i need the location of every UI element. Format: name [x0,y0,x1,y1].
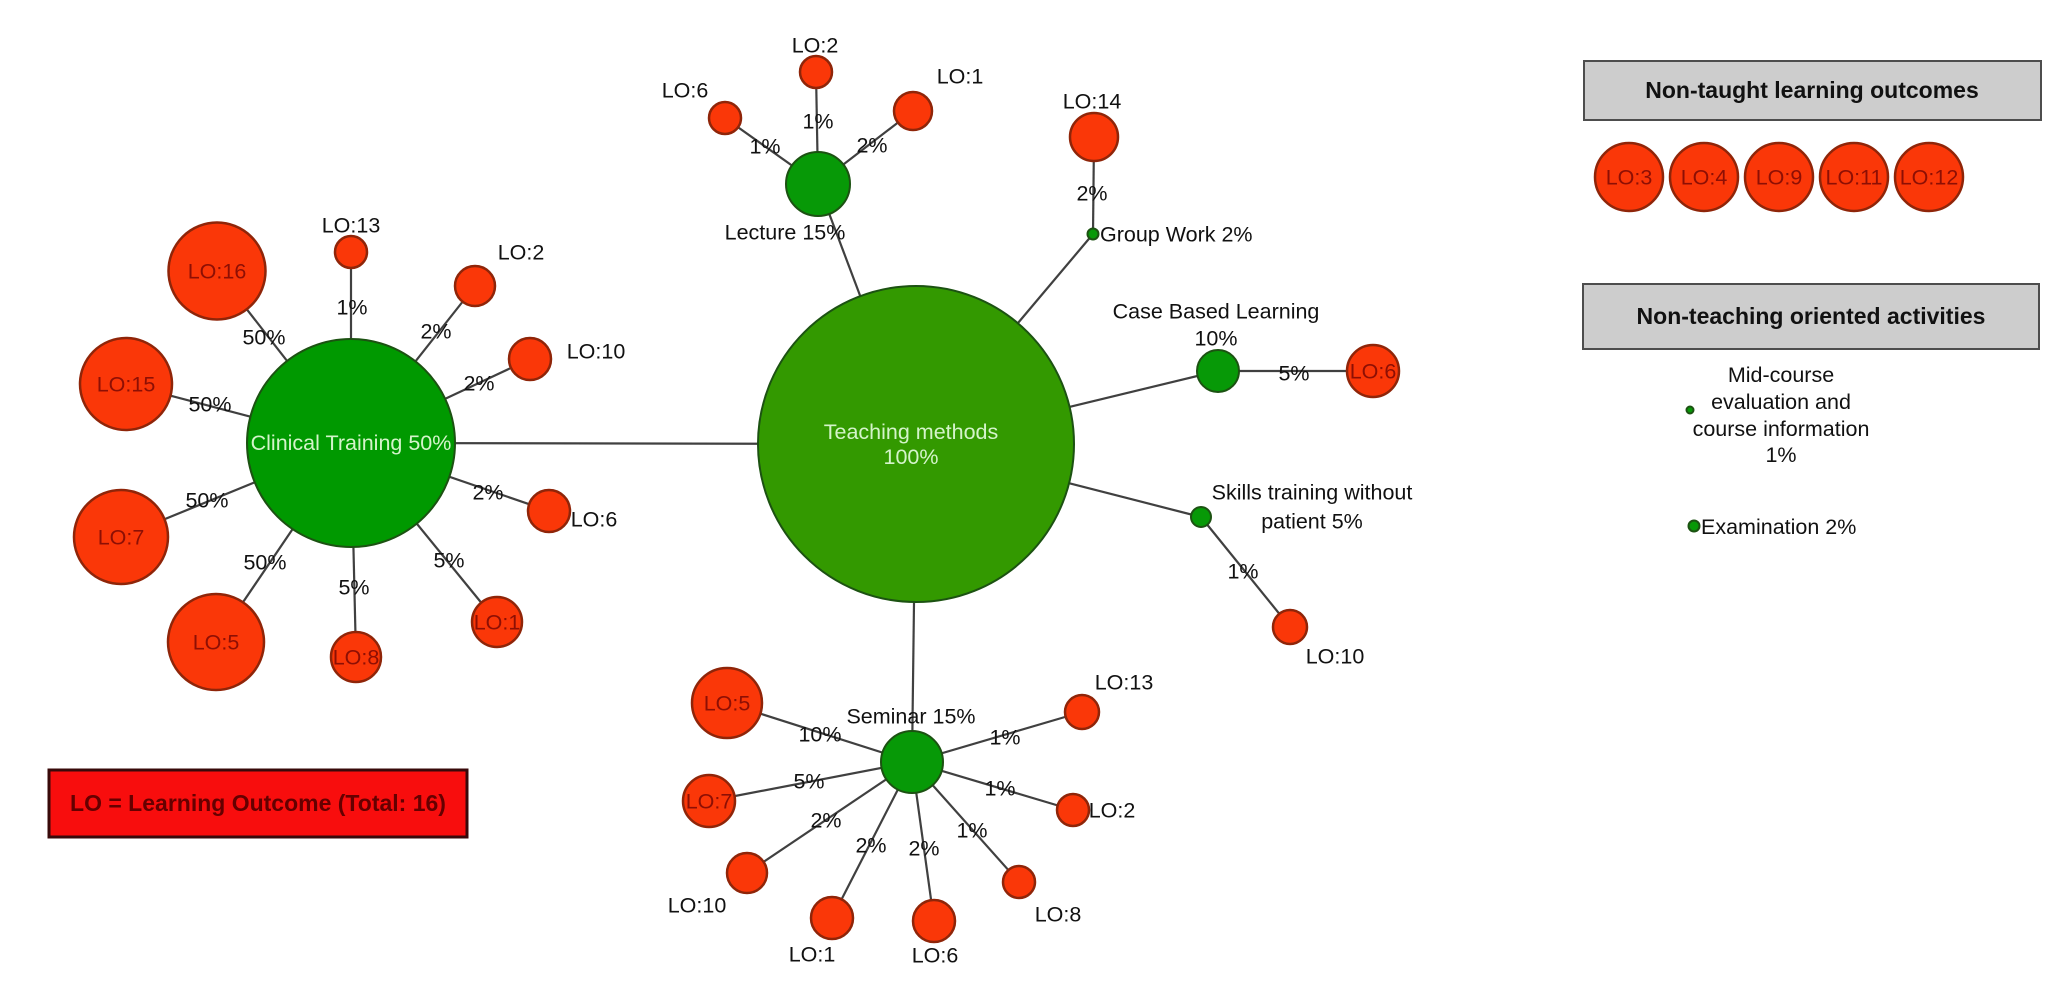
svg-text:LO:2: LO:2 [498,241,545,265]
svg-text:LO:6: LO:6 [1350,360,1397,384]
svg-text:1%: 1% [749,135,780,159]
svg-text:2%: 2% [472,481,503,505]
svg-text:10%: 10% [798,723,841,747]
svg-text:1%: 1% [1227,560,1258,584]
svg-text:LO:2: LO:2 [1089,799,1136,823]
svg-text:5%: 5% [1278,362,1309,386]
svg-text:Clinical Training 50%: Clinical Training 50% [251,431,452,455]
svg-text:Examination 2%: Examination 2% [1701,515,1856,539]
svg-text:1%: 1% [1765,443,1796,467]
svg-text:LO:6: LO:6 [662,79,709,103]
svg-text:LO:9: LO:9 [1756,166,1803,190]
svg-text:1%: 1% [802,110,833,134]
svg-text:Seminar 15%: Seminar 15% [846,705,975,729]
svg-text:LO:2: LO:2 [792,34,839,58]
svg-text:Mid-course: Mid-course [1728,363,1834,387]
svg-text:1%: 1% [989,726,1020,750]
svg-text:Non-teaching oriented activiti: Non-teaching oriented activities [1637,303,1986,329]
svg-text:LO:11: LO:11 [1826,166,1883,190]
svg-text:50%: 50% [185,489,228,513]
svg-text:Group Work 2%: Group Work 2% [1100,223,1253,247]
svg-text:evaluation and: evaluation and [1711,390,1851,414]
svg-text:LO:6: LO:6 [912,944,959,968]
svg-text:5%: 5% [793,770,824,794]
svg-text:Case Based Learning: Case Based Learning [1113,300,1320,324]
svg-text:2%: 2% [463,372,494,396]
svg-text:LO:4: LO:4 [1681,166,1728,190]
svg-text:10%: 10% [1194,327,1237,351]
svg-text:Teaching methods: Teaching methods [824,420,999,444]
svg-text:LO:6: LO:6 [571,508,618,532]
svg-text:5%: 5% [433,549,464,573]
svg-text:LO:14: LO:14 [1063,90,1122,114]
svg-text:LO:12: LO:12 [1900,166,1959,190]
svg-text:1%: 1% [984,777,1015,801]
svg-text:Non-taught learning outcomes: Non-taught learning outcomes [1645,77,1979,103]
svg-text:LO:3: LO:3 [1606,166,1653,190]
svg-text:course information: course information [1693,417,1870,441]
svg-text:LO:10: LO:10 [567,340,626,364]
svg-text:LO:8: LO:8 [1035,903,1082,927]
svg-text:50%: 50% [243,551,286,575]
svg-text:LO:13: LO:13 [322,214,381,238]
svg-text:1%: 1% [336,296,367,320]
svg-text:LO:8: LO:8 [333,646,380,670]
svg-text:Skills training without: Skills training without [1212,481,1413,505]
svg-text:50%: 50% [188,393,231,417]
svg-text:LO:10: LO:10 [1306,645,1365,669]
svg-text:LO:13: LO:13 [1095,671,1154,695]
svg-text:2%: 2% [1076,182,1107,206]
svg-text:Lecture 15%: Lecture 15% [725,221,846,245]
svg-text:1%: 1% [956,819,987,843]
svg-text:LO:10: LO:10 [668,894,727,918]
svg-text:LO:15: LO:15 [97,373,156,397]
svg-text:LO:5: LO:5 [193,631,240,655]
svg-text:LO:1: LO:1 [474,611,521,635]
svg-text:2%: 2% [908,837,939,861]
svg-text:5%: 5% [338,576,369,600]
svg-text:LO:7: LO:7 [98,526,145,550]
svg-text:LO:1: LO:1 [937,65,984,89]
svg-text:LO:7: LO:7 [686,790,733,814]
svg-text:LO:1: LO:1 [789,943,836,967]
svg-text:patient 5%: patient 5% [1261,510,1363,534]
svg-text:2%: 2% [420,320,451,344]
svg-text:2%: 2% [855,834,886,858]
svg-text:50%: 50% [242,326,285,350]
svg-text:2%: 2% [810,809,841,833]
svg-text:LO:5: LO:5 [704,692,751,716]
svg-text:100%: 100% [884,445,939,469]
svg-text:2%: 2% [856,134,887,158]
svg-text:LO = Learning Outcome (Total:: LO = Learning Outcome (Total: 16) [70,790,446,816]
svg-text:LO:16: LO:16 [188,260,247,284]
